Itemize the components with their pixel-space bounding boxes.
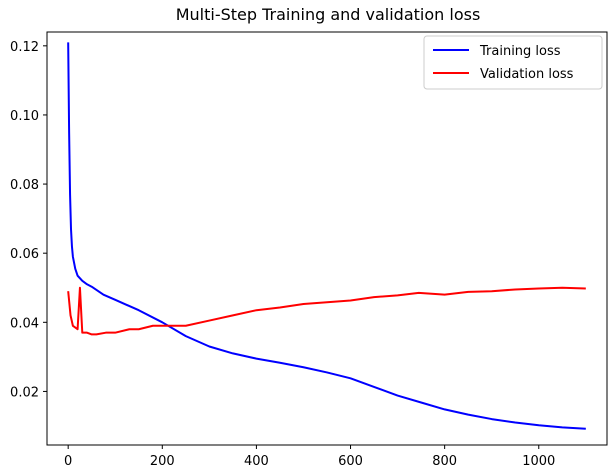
legend-label-validation: Validation loss: [480, 67, 574, 82]
y-tick-label: 0.04: [10, 316, 39, 331]
y-axis: 0.02 0.04 0.06 0.08 0.10 0.12: [10, 40, 47, 400]
series-line-training: [67, 42, 586, 430]
x-tick-label: 1000: [522, 454, 555, 469]
y-tick-label: 0.12: [10, 40, 39, 55]
x-tick-label: 600: [338, 454, 363, 469]
x-axis: 0 200 400 600 800 1000: [64, 445, 555, 469]
x-tick-label: 0: [64, 454, 72, 469]
x-tick-label: 800: [432, 454, 457, 469]
chart-title: Multi-Step Training and validation loss: [176, 5, 481, 24]
x-tick-label: 200: [150, 454, 175, 469]
x-tick-label: 400: [244, 454, 269, 469]
legend: Training loss Validation loss: [423, 35, 603, 90]
series-line-validation: [67, 286, 586, 336]
y-tick-label: 0.08: [10, 178, 39, 193]
y-tick-label: 0.10: [10, 109, 39, 124]
legend-label-training: Training loss: [479, 44, 561, 59]
plot-area: [67, 42, 586, 430]
y-tick-label: 0.02: [10, 385, 39, 400]
y-tick-label: 0.06: [10, 247, 39, 262]
plot-frame: [46, 31, 608, 446]
